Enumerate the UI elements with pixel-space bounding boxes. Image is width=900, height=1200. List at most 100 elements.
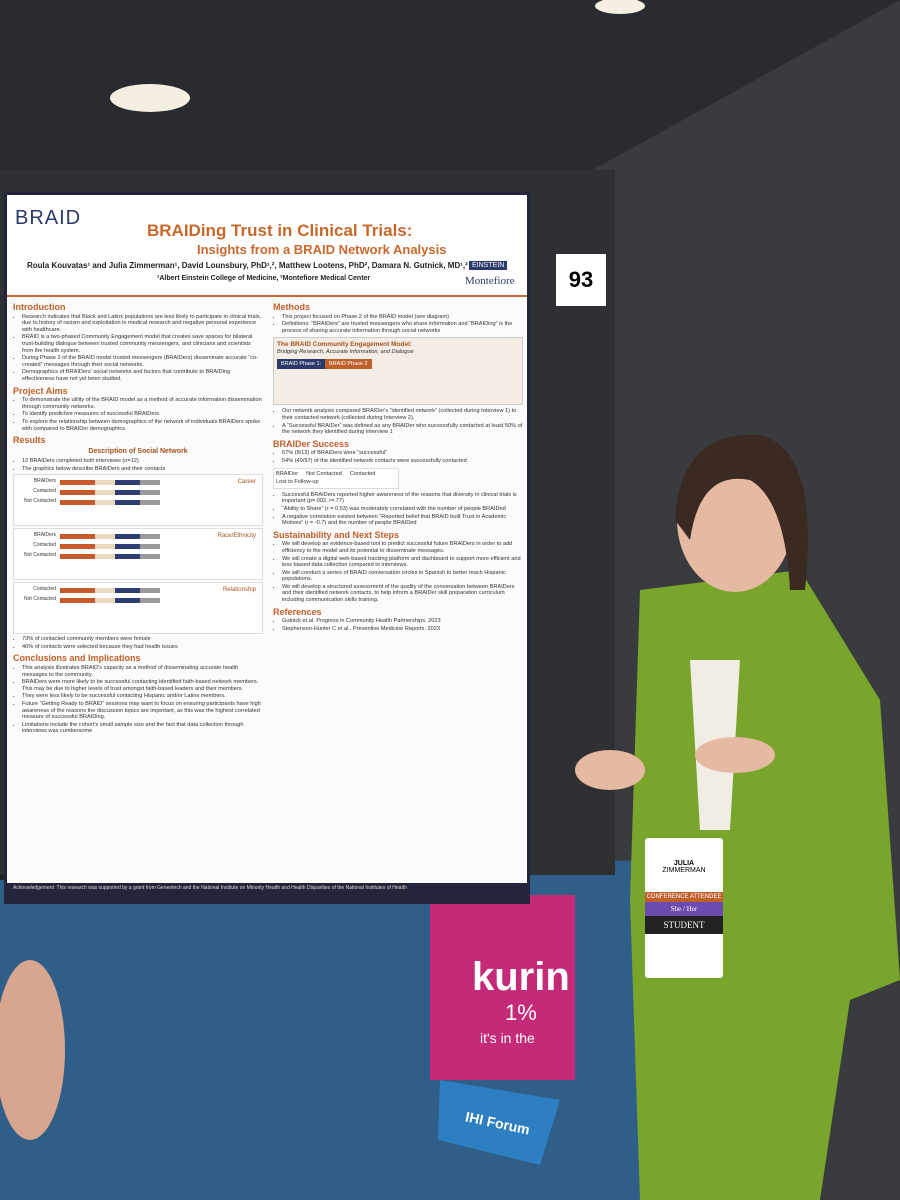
- bullet: A negative correlation existed between “…: [282, 514, 523, 527]
- hair: [675, 434, 808, 590]
- chart-bar: [60, 479, 160, 485]
- legend-item: BRAIDer: [276, 470, 299, 477]
- chart-bar: [60, 597, 160, 603]
- chart-bar: [60, 499, 160, 505]
- bullet: To demonstrate the utility of the BRAID …: [22, 397, 263, 410]
- bullet: Gutnick et al. Progress in Community Hea…: [282, 618, 523, 625]
- phase: BRAID Phase 1:: [277, 358, 326, 370]
- affiliations: ¹Albert Einstein College of Medicine, ²M…: [157, 275, 371, 282]
- chart-row: Not Contacted: [16, 595, 260, 605]
- chart-row: Not Contacted: [16, 497, 260, 507]
- bullet-list: To demonstrate the utility of the BRAID …: [13, 397, 263, 432]
- bullet: “Ability to Share” (r = 0.53) was modera…: [282, 506, 523, 513]
- badge-surname: ZIMMERMAN: [662, 867, 706, 874]
- ceiling-light: [595, 0, 645, 14]
- chart-bar: [60, 543, 160, 549]
- poster-subtitle: Insights from a BRAID Network Analysis: [197, 242, 447, 257]
- bullet-list: 73% of contacted community members were …: [13, 636, 263, 650]
- bullet-list: This project focused on Phase 2 of the B…: [273, 314, 523, 335]
- bag-brand: kurin: [472, 955, 570, 999]
- acknowledgement: Acknowledgement: This research was suppo…: [7, 883, 527, 901]
- bullet: We will develop a structured assessment …: [282, 584, 523, 604]
- bullet-list: This analysis illustrates BRAID's capaci…: [13, 665, 263, 735]
- badge-type: STUDENT: [645, 916, 723, 934]
- bullet: We will create a digital web-based track…: [282, 556, 523, 569]
- bullet: Research indicates that Black and Latinx…: [22, 314, 263, 334]
- bullet: 46% of contacts were selected because th…: [22, 644, 263, 651]
- section-heading: Methods: [273, 302, 310, 312]
- bullet: Demographics of BRAIDers' social network…: [22, 369, 263, 382]
- row-label: Not Contacted: [24, 498, 56, 505]
- bullet: We will conduct a series of BRAID conver…: [282, 570, 523, 583]
- chart: Career BRAIDers Contacted Not Contacted: [13, 474, 263, 527]
- bullet-list: 12 BRAIDers completed both interviews (n…: [13, 458, 263, 472]
- bullet: 67% (8/12) of BRAIDers were “successful”: [282, 450, 523, 457]
- bullet: Limitations include the cohort's small s…: [22, 722, 263, 735]
- poster: BRAID BRAIDing Trust in Clinical Trials:…: [4, 192, 530, 904]
- bag: [430, 895, 575, 1080]
- bullet-list: Research indicates that Black and Latinx…: [13, 314, 263, 383]
- badge-role: CONFERENCE ATTENDEE: [645, 892, 723, 902]
- row-label: Contacted: [33, 586, 56, 593]
- diagram-subtitle: Bridging Research, Accurate Information,…: [277, 349, 414, 356]
- arm: [0, 960, 65, 1140]
- poster-column: Methods This project focused on Phase 2 o…: [273, 299, 523, 884]
- bullet: A “Successful BRAIDer” was defined as an…: [282, 423, 523, 436]
- logo: BRAID: [15, 207, 82, 229]
- sponsor: EINSTEIN: [469, 261, 508, 270]
- bullet: Future “Getting Ready to BRAID” sessions…: [22, 701, 263, 721]
- bullet: The graphics below describe BRAIDers and…: [22, 466, 263, 473]
- row-label: BRAIDers: [33, 532, 56, 539]
- poster-header: BRAID BRAIDing Trust in Clinical Trials:…: [7, 195, 527, 297]
- badge: JULIA ZIMMERMAN CONFERENCE ATTENDEE She …: [645, 838, 723, 978]
- bullet-list: Successful BRAIDers reported higher awar…: [273, 492, 523, 527]
- legend-item: Contacted: [349, 470, 376, 477]
- poster-title: BRAIDing Trust in Clinical Trials:: [147, 221, 413, 240]
- row-label: Not Contacted: [24, 552, 56, 559]
- diagram-title: The BRAID Community Engagement Model:: [277, 341, 413, 349]
- sponsor: Montefiore: [465, 275, 515, 287]
- chart-row: Contacted: [16, 487, 260, 497]
- bullet: 12 BRAIDers completed both interviews (n…: [22, 458, 263, 465]
- section-heading: BRAIDer Success: [273, 438, 350, 449]
- poster-number: 93: [556, 254, 606, 306]
- bullet: To explore the relationship between demo…: [22, 419, 263, 432]
- chart-row: Contacted: [16, 541, 260, 551]
- bullet: They were less likely to be successful c…: [22, 693, 263, 700]
- row-label: Not Contacted: [24, 596, 56, 603]
- bullet: This project focused on Phase 2 of the B…: [282, 314, 523, 321]
- bullet: To identify predictive measures of succe…: [22, 411, 263, 418]
- subheading: Description of Social Network: [88, 447, 188, 455]
- hand: [695, 737, 775, 773]
- section-heading: Introduction: [13, 302, 66, 312]
- ceiling-light: [110, 84, 190, 112]
- bullet: We will develop an evidence-based tool t…: [282, 541, 523, 554]
- legend-item: Not Contacted: [306, 470, 342, 477]
- chart-bar: [60, 587, 160, 593]
- phase: BRAID Phase 2: [325, 358, 372, 370]
- bullet: 73% of contacted community members were …: [22, 636, 263, 643]
- booklet: [438, 1080, 560, 1165]
- bullet: During Phase 2 of the BRAID model truste…: [22, 355, 263, 368]
- bullet: BRAIDers were more likely to be successf…: [22, 679, 263, 692]
- bullet: 54% (49/97) of the identified network co…: [282, 458, 523, 465]
- section-heading: Sustainability and Next Steps: [273, 529, 400, 540]
- section-heading: Results: [13, 435, 46, 446]
- hand: [575, 750, 645, 790]
- bullet-list: We will develop an evidence-based tool t…: [273, 541, 523, 603]
- section-heading: Conclusions and Implications: [13, 653, 141, 664]
- legend: BRAIDer Not Contacted Contacted Lost to Fol…: [273, 467, 399, 489]
- row-label: Contacted: [33, 488, 56, 495]
- bullet: Our network analysis compared BRAIDer's …: [282, 408, 523, 421]
- chart-row: BRAIDers: [16, 477, 260, 487]
- row-label: Contacted: [33, 542, 56, 549]
- bullet: Successful BRAIDers reported higher awar…: [282, 492, 523, 505]
- chart-row: BRAIDers: [16, 531, 260, 541]
- legend-item: Lost to Follow-up: [276, 479, 319, 486]
- bag-percent: 1%: [505, 1000, 537, 1025]
- bullet-list: 67% (8/12) of BRAIDers were “successful”…: [273, 450, 523, 464]
- bullet-list: Gutnick et al. Progress in Community Hea…: [273, 618, 523, 632]
- row-label: BRAIDers: [33, 478, 56, 485]
